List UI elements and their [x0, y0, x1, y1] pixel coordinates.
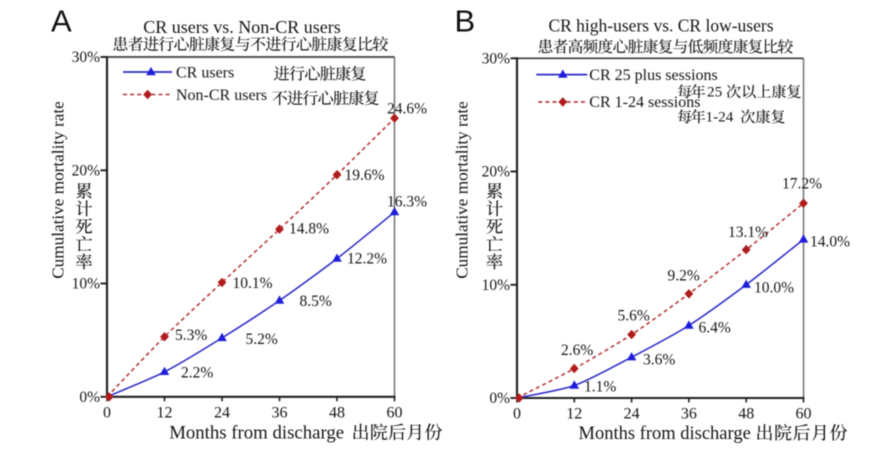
svg-text:36: 36: [272, 405, 288, 422]
svg-text:10%: 10%: [72, 276, 101, 293]
svg-text:48: 48: [738, 406, 754, 423]
svg-text:0: 0: [513, 406, 521, 423]
svg-text:14.8%: 14.8%: [289, 221, 329, 238]
svg-text:3.6%: 3.6%: [643, 352, 675, 369]
svg-text:24: 24: [214, 405, 230, 422]
svg-text:Months from discharge: Months from discharge: [579, 424, 751, 444]
svg-text:10%: 10%: [482, 277, 511, 294]
svg-text:10.0%: 10.0%: [754, 280, 794, 297]
svg-text:36: 36: [681, 406, 697, 423]
svg-text:24: 24: [624, 406, 640, 423]
svg-text:16.3%: 16.3%: [387, 194, 427, 211]
svg-text:CR high-users vs. CR low-users: CR high-users vs. CR low-users: [548, 16, 773, 36]
svg-text:30%: 30%: [482, 51, 511, 68]
svg-text:CR 25 plus sessions: CR 25 plus sessions: [589, 67, 717, 84]
svg-text:Cumulative mortality rate: Cumulative mortality rate: [49, 101, 68, 279]
svg-text:8.5%: 8.5%: [300, 293, 332, 310]
svg-text:2.6%: 2.6%: [561, 342, 593, 359]
svg-text:17.2%: 17.2%: [782, 176, 822, 193]
svg-text:1.1%: 1.1%: [584, 379, 616, 396]
svg-text:1-24: 1-24: [706, 109, 734, 126]
svg-text:CR users: CR users: [176, 65, 234, 82]
svg-text:48: 48: [329, 405, 345, 422]
svg-text:25: 25: [707, 84, 722, 101]
svg-text:20%: 20%: [72, 163, 101, 180]
svg-text:Cumulative mortality rate: Cumulative mortality rate: [453, 101, 472, 279]
svg-text:5.6%: 5.6%: [618, 308, 650, 325]
svg-text:0%: 0%: [79, 389, 100, 406]
svg-text:10.1%: 10.1%: [233, 275, 273, 292]
svg-text:5.3%: 5.3%: [175, 327, 207, 344]
svg-text:12.2%: 12.2%: [347, 251, 387, 268]
svg-text:0: 0: [103, 405, 111, 422]
svg-text:2.2%: 2.2%: [181, 365, 213, 382]
svg-text:60: 60: [796, 406, 812, 423]
svg-text:30%: 30%: [72, 49, 101, 66]
svg-text:13.1%: 13.1%: [728, 224, 768, 241]
svg-text:0%: 0%: [489, 390, 510, 407]
svg-text:B: B: [455, 4, 476, 39]
svg-text:60: 60: [387, 405, 403, 422]
svg-text:CR 1-24 sessions: CR 1-24 sessions: [589, 94, 700, 111]
svg-text:12: 12: [157, 405, 173, 422]
svg-text:24.6%: 24.6%: [387, 101, 427, 118]
svg-text:6.4%: 6.4%: [699, 320, 731, 337]
svg-text:19.6%: 19.6%: [345, 167, 385, 184]
svg-text:CR users vs. Non-CR users: CR users vs. Non-CR users: [143, 17, 341, 37]
svg-text:20%: 20%: [482, 164, 511, 181]
svg-text:Months from discharge: Months from discharge: [169, 423, 344, 444]
svg-text:A: A: [51, 4, 72, 39]
svg-text:9.2%: 9.2%: [668, 268, 700, 285]
svg-text:14.0%: 14.0%: [810, 234, 850, 251]
svg-text:Non-CR users: Non-CR users: [176, 87, 267, 104]
svg-text:5.2%: 5.2%: [246, 331, 278, 348]
svg-text:12: 12: [566, 406, 582, 423]
